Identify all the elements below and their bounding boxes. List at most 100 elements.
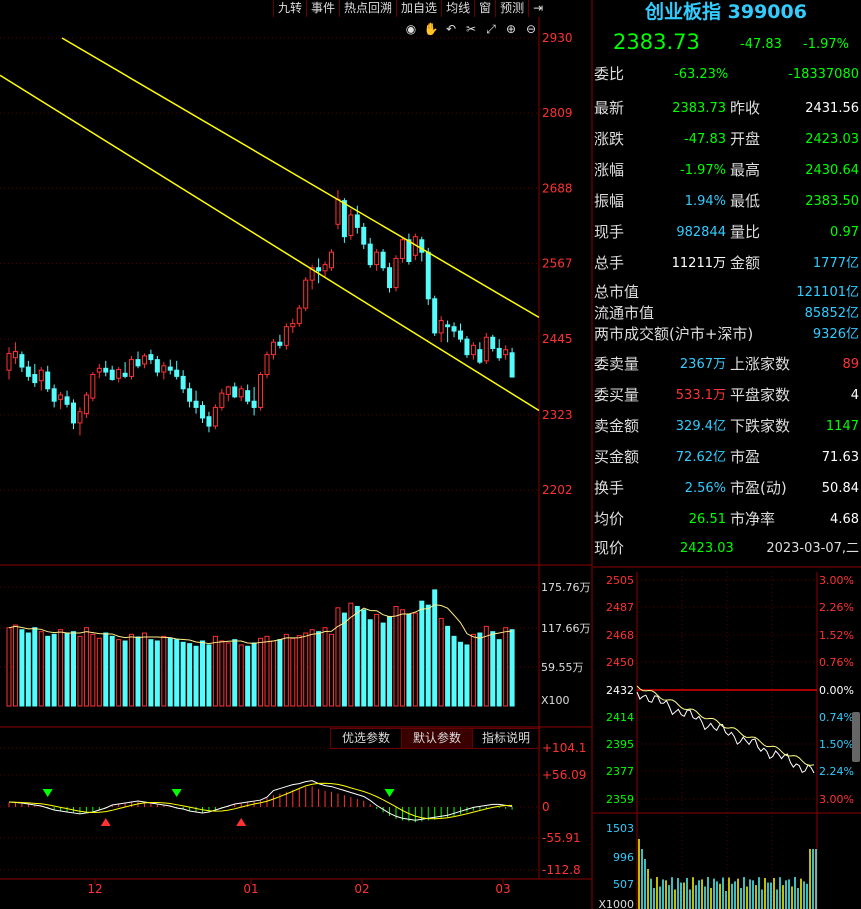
candle-body xyxy=(161,365,167,373)
stat-label: 现手 xyxy=(594,223,625,241)
trade-label: 卖金额 xyxy=(594,417,640,435)
trade-value: 4 xyxy=(850,388,859,403)
candle-body xyxy=(490,336,496,349)
trade-label: 平盘家数 xyxy=(730,386,791,404)
volume-bar xyxy=(232,639,238,707)
volume-bar xyxy=(387,615,393,707)
market-row: 总市值 121101亿 xyxy=(594,282,859,303)
weibi-row: 委比 -63.23% -18337080 xyxy=(594,59,859,90)
candle-body xyxy=(129,359,135,377)
zoom-out-icon[interactable]: ⊖ xyxy=(525,22,537,36)
zoom-in-icon[interactable]: ⊕ xyxy=(505,22,517,36)
candle-body xyxy=(509,352,515,378)
volume-bar xyxy=(71,631,76,707)
stat-label: 涨幅 xyxy=(594,161,625,179)
volume-bar xyxy=(380,622,386,707)
candle-body xyxy=(322,264,328,272)
volume-bar xyxy=(83,627,89,707)
candle-body xyxy=(296,307,302,325)
exit-icon[interactable]: ⇥ xyxy=(528,0,547,17)
x-tick-label: 12 xyxy=(87,882,102,896)
stat-value: 2383.50 xyxy=(805,194,859,209)
candle-body xyxy=(470,344,476,356)
scissors-icon[interactable]: ✂ xyxy=(465,22,477,36)
candle-body xyxy=(477,349,483,363)
fullscreen-icon[interactable]: ⤢ xyxy=(486,21,496,36)
candle-body xyxy=(109,369,115,380)
candle-body xyxy=(116,369,122,379)
weibi-pct: -63.23% xyxy=(674,67,729,82)
candle-body xyxy=(238,388,244,398)
volume-bar xyxy=(341,612,347,707)
mini-vol-label: 507 xyxy=(613,878,634,891)
volume-bar xyxy=(264,635,270,707)
stat-row: 涨幅 -1.97% 最高 2430.64 xyxy=(594,155,859,186)
stat-value: 0.97 xyxy=(830,225,859,240)
hand-icon[interactable]: ✋ xyxy=(423,22,439,36)
volume-bar xyxy=(425,604,431,707)
price-tick-label: 2688 xyxy=(542,181,573,195)
volume-bar xyxy=(464,644,470,707)
tab-optimized-params[interactable]: 优选参数 xyxy=(330,728,402,749)
market-label: 流通市值 xyxy=(594,304,655,322)
candle-body xyxy=(174,369,180,377)
mini-price-label: 2395 xyxy=(606,738,634,751)
market-value: 121101亿 xyxy=(796,285,859,300)
trade-value: 50.84 xyxy=(821,481,859,496)
eye-icon[interactable]: ◉ xyxy=(405,22,417,36)
toolbar-btn-3[interactable]: 加自选 xyxy=(396,0,441,17)
candle-body xyxy=(19,354,25,368)
last-price: 2383.73 xyxy=(613,30,700,54)
macd-dea-line xyxy=(8,782,513,820)
trade-value: 71.63 xyxy=(821,450,859,465)
tab-default-params[interactable]: 默认参数 xyxy=(401,728,473,749)
undo-icon[interactable]: ↶ xyxy=(445,22,457,36)
security-title: 创业板指 399006 xyxy=(645,1,807,23)
volume-bar xyxy=(251,642,257,707)
candle-body xyxy=(187,388,193,402)
stat-label: 最低 xyxy=(730,192,761,210)
mini-pct-label: 0.00% xyxy=(819,684,854,697)
toolbar-btn-4[interactable]: 均线 xyxy=(441,0,474,17)
trade-value: 329.4亿 xyxy=(675,419,726,434)
volume-tick-label: 175.76万 xyxy=(541,581,591,594)
market-label: 总市值 xyxy=(594,283,640,301)
toolbar-btn-0[interactable]: 九转 xyxy=(273,0,306,17)
mini-scrollbar xyxy=(852,712,860,762)
price-change-pct: -1.97% xyxy=(803,37,849,52)
volume-bar xyxy=(445,625,451,707)
trade-value: 89 xyxy=(842,357,859,372)
tab-indicator-help[interactable]: 指标说明 xyxy=(472,728,540,749)
buy-signal-arrow xyxy=(100,818,111,826)
trade-row: 委卖量 2367万 上涨家数 89 xyxy=(594,349,859,380)
volume-bar xyxy=(470,633,476,707)
quote-panel: 创业板指 399006 2383.73 -47.83 -1.97% 委比 -63… xyxy=(591,0,861,909)
candle-body xyxy=(503,349,509,356)
market-value: 85852亿 xyxy=(804,306,859,321)
price-change: -47.83 xyxy=(740,37,782,52)
macd-dif-line xyxy=(8,780,513,821)
toolbar-btn-5[interactable]: 窗 xyxy=(474,0,495,17)
candle-body xyxy=(393,257,399,289)
stat-value: 2431.56 xyxy=(805,101,859,116)
toolbar-btn-1[interactable]: 事件 xyxy=(306,0,339,17)
volume-bar xyxy=(329,633,334,707)
volume-bar xyxy=(451,635,457,707)
mini-price-label: 2468 xyxy=(606,629,634,642)
volume-tick-label: 117.66万 xyxy=(541,622,591,635)
volume-bar xyxy=(167,637,173,707)
volume-bar xyxy=(206,644,212,707)
candle-body xyxy=(354,214,360,228)
stat-value: 11211万 xyxy=(671,256,726,271)
toolbar-btn-6[interactable]: 预测 xyxy=(495,0,528,17)
candle-body xyxy=(361,226,367,245)
volume-bar xyxy=(19,629,25,707)
volume-bar xyxy=(374,613,380,707)
candle-body xyxy=(380,251,386,269)
candle-body xyxy=(329,251,334,269)
volume-bar xyxy=(361,609,367,707)
toolbar-btn-2[interactable]: 热点回溯 xyxy=(339,0,396,17)
trade-row: 均价 26.51 市净率 4.68 xyxy=(594,504,859,535)
volume-tick-label: 59.55万 xyxy=(541,661,584,674)
